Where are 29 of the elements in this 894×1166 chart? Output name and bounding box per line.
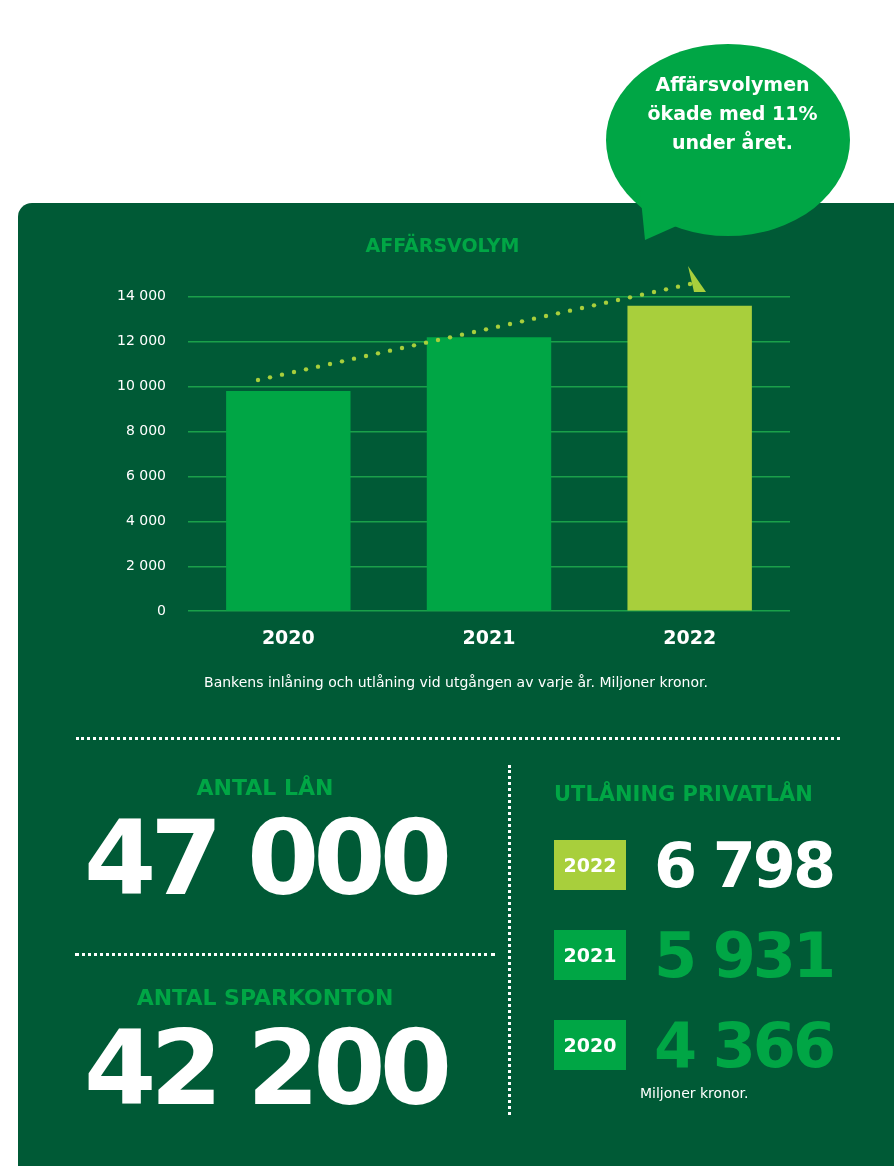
category-label: 2021 — [554, 930, 626, 980]
y-tick-label: 2 000 — [125, 556, 166, 573]
chart-title: AFFÄRSVOLYM — [365, 233, 520, 257]
y-tick-label: 4 000 — [125, 512, 166, 529]
category-label: ANTAL SPARKONTON — [135, 985, 395, 1010]
text: Bankens inlåning och utlåning vid utgången av varje år. Miljoner kronor. — [203, 674, 709, 690]
text: Miljoner kronor. — [640, 1085, 749, 1101]
y-tick-label: 12 000 — [116, 332, 166, 349]
y-tick-label: 14 000 — [116, 287, 166, 304]
category-label: 2020 — [554, 1020, 626, 1070]
category-label: ANTAL LÅN — [195, 775, 335, 800]
data-label: 5 931 — [654, 918, 834, 992]
data-label: 4 366 — [654, 1008, 834, 1082]
x-tick-label: 2020 — [261, 625, 315, 648]
y-tick-label: 0 — [157, 601, 166, 618]
x-tick-label: 2022 — [663, 625, 717, 648]
x-tick-label: 2021 — [462, 625, 516, 648]
data-label: 42 200 — [83, 1007, 448, 1129]
bar — [226, 391, 351, 611]
bar — [426, 337, 552, 611]
y-tick-label: 6 000 — [125, 467, 166, 484]
text: Affärsvolymen ökade med 11% under året. — [646, 72, 819, 155]
y-tick-label: 8 000 — [125, 422, 166, 439]
data-label: 47 000 — [83, 797, 448, 919]
bar — [627, 305, 752, 611]
category-label: 2022 — [554, 840, 626, 890]
y-tick-label: 10 000 — [116, 377, 166, 394]
data-label: 6 798 — [654, 828, 834, 902]
text: UTLÅNING PRIVATLÅN — [554, 782, 813, 806]
